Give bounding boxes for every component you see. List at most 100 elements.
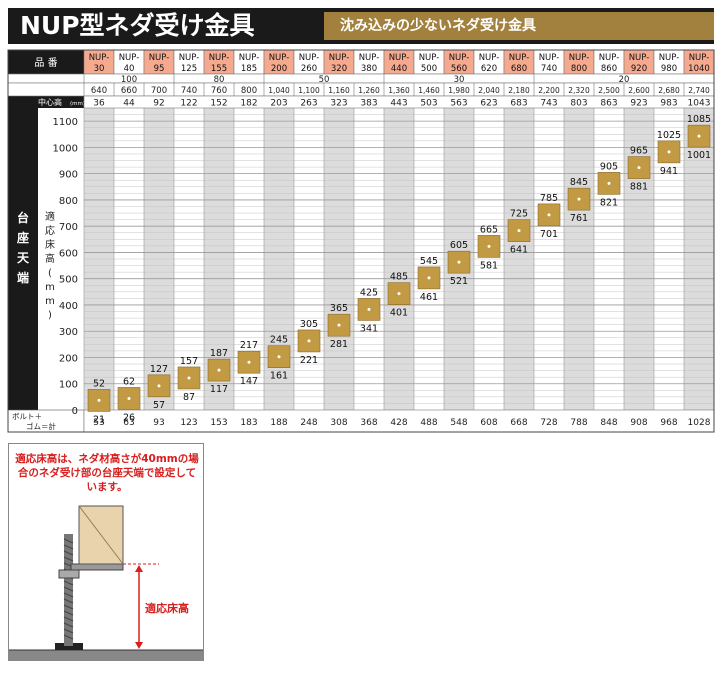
model-cell [473,49,505,75]
model-cell [593,49,625,75]
y-axis-title-inner-char: ( [48,268,52,279]
model-cell [383,49,415,75]
min-height-label: 461 [420,292,438,303]
model-cell-number: 440 [391,64,407,74]
center-height-value: 182 [240,99,257,109]
center-height-value: 863 [600,99,617,109]
center-height-value: 563 [450,99,467,109]
range-marker-dot [547,213,551,217]
nut [58,569,80,579]
pack-group-value: 100 [121,75,137,85]
max-height-label: 305 [300,319,318,330]
page-title: NUP型ネダ受け金具 [20,11,255,40]
max-height-label: 245 [270,335,288,346]
min-height-label: 117 [210,384,228,395]
price-value: 2,600 [628,86,650,95]
bracket-plate [70,563,124,571]
min-height-label: 147 [240,376,258,387]
y-tick-label: 500 [59,275,78,286]
bolt-total-value: 1028 [688,418,711,428]
price-value: 2,500 [598,86,620,95]
range-marker-dot [637,166,641,170]
model-cell-number: 620 [481,64,497,74]
y-axis-title-inner-char: 応 [45,224,55,237]
center-height-value: 983 [660,99,677,109]
arrow-head-up [135,565,143,572]
y-axis-title-inner-char: 高 [45,252,55,265]
min-height-label: 341 [360,323,378,334]
min-height-label: 881 [630,182,648,193]
model-cell-number: 800 [571,64,587,74]
model-cell [323,49,355,75]
bolt-total-value: 188 [270,418,287,428]
max-height-label: 965 [630,146,648,157]
model-cell-prefix: NUP- [299,53,320,63]
min-height-label: 821 [600,197,618,208]
price-value: 1,160 [328,86,350,95]
note-box: 適応床高は、ネダ材高さが40mmの場合のネダ受け部の台座天端で設定しています。 … [8,443,204,661]
max-height-label: 905 [600,161,618,172]
max-height-label: 365 [330,303,348,314]
table-frame [7,49,715,433]
price-value: 2,320 [568,86,590,95]
model-cell [623,49,655,75]
arrow-head-down [135,642,143,649]
bolt-total-value: 248 [300,418,317,428]
min-height-label: 87 [183,392,195,403]
min-height-label: 521 [450,276,468,287]
y-axis-title-outer-char: 台 [17,210,29,225]
range-marker-dot [337,323,341,327]
center-height-value: 683 [510,99,527,109]
bolt-total-value: 153 [210,418,227,428]
bolt-row-label-1: ボルト＋ [12,412,42,421]
bolt-total-value: 608 [480,418,497,428]
max-height-label: 157 [180,356,198,367]
model-cell-prefix: NUP- [599,53,620,63]
max-height-label: 217 [240,340,258,351]
range-marker-dot [697,134,701,138]
y-axis-title-inner-char: ) [48,310,52,321]
price-value: 2,200 [538,86,560,95]
model-cell-number: 95 [154,64,165,74]
title-banner: NUP型ネダ受け金具 沈み込みの少ないネダ受け金具 [8,8,714,44]
model-cell-prefix: NUP- [569,53,590,63]
max-height-label: 545 [420,256,438,267]
model-cell-prefix: NUP- [119,53,140,63]
min-height-label: 21 [93,414,105,425]
max-height-label: 785 [540,193,558,204]
max-height-label: 425 [360,287,378,298]
price-value: 1,980 [448,86,470,95]
model-cell-number: 560 [451,64,467,74]
y-tick-label: 400 [59,301,78,312]
model-cell-prefix: NUP- [239,53,260,63]
center-row-unit: (mm) [70,101,85,107]
min-height-label: 221 [300,355,318,366]
center-height-value: 36 [93,99,105,109]
model-cell-prefix: NUP- [329,53,350,63]
max-height-label: 127 [150,364,168,375]
model-cell-number: 125 [181,64,197,74]
model-cell-number: 185 [241,64,257,74]
bolt-total-value: 123 [180,418,197,428]
model-cell-number: 320 [331,64,347,74]
price-value: 1,100 [298,86,320,95]
model-cell-prefix: NUP- [149,53,170,63]
min-height-label: 57 [153,400,165,411]
min-height-label: 581 [480,260,498,271]
model-cell-number: 1040 [688,64,710,74]
model-cell-number: 680 [511,64,527,74]
max-height-label: 845 [570,177,588,188]
min-height-label: 761 [570,213,588,224]
model-cell-prefix: NUP- [479,53,500,63]
model-cell [203,49,235,75]
y-axis-title-outer-char: 天 [17,251,30,265]
y-tick-label: 1000 [53,143,78,154]
range-marker-dot [667,150,671,154]
price-value: 2,740 [688,86,710,95]
model-cell-number: 380 [361,64,377,74]
pack-group-value: 30 [454,75,465,85]
model-cell-number: 30 [94,64,105,74]
center-height-value: 743 [540,99,557,109]
dimension-label: 適応床高 [145,602,189,615]
model-cell-prefix: NUP- [359,53,380,63]
